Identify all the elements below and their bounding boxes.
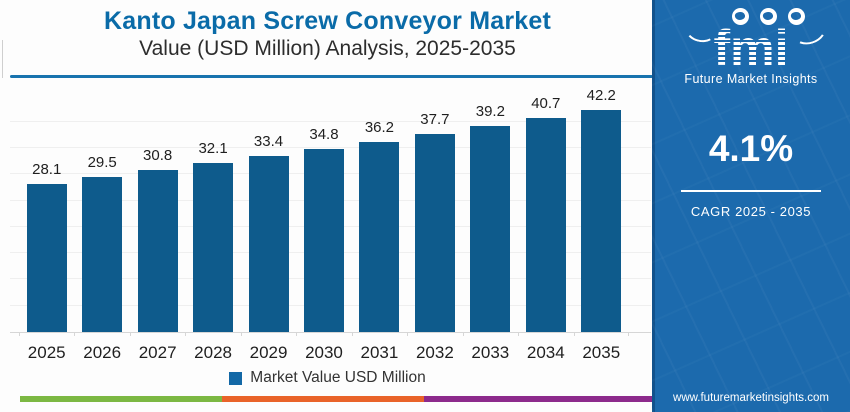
legend-label: Market Value USD Million [250,369,426,386]
bar-2035 [581,110,622,332]
strip-purple [424,396,652,402]
fmi-wordmark: fmi [713,22,789,74]
cagr-value: 4.1% [708,128,794,169]
x-axis-label: 2032 [415,343,454,362]
bar-2033 [470,126,511,332]
bar-2032 [414,134,455,332]
bar-slot: 28.1 2025 [19,85,74,362]
axis-tick [627,332,629,336]
bar-value-label: 34.8 [309,126,339,143]
fmi-logo: fmi Future Market Insights [652,8,850,86]
axis-tick [351,332,353,336]
bar-2026 [82,177,123,332]
bar-value-label: 39.2 [475,103,505,120]
bars-container: 28.1 2025 29.5 2026 30.8 2027 32.1 2028 33.4 2029… [19,85,629,362]
bar-slot: 32.1 2028 [185,85,240,362]
bar-value-label: 29.5 [87,154,117,171]
x-axis-label: 2026 [83,343,122,362]
globe-icon [731,8,749,25]
bar-value-label: 30.8 [143,147,173,164]
globe-icon [787,8,805,25]
bar-slot: 33.4 2029 [240,85,296,362]
bar-value-label: 42.2 [586,87,616,104]
axis-tick [462,332,464,336]
bar-2025 [26,184,67,332]
bar-2028 [193,163,234,332]
bar-slot: 37.7 2032 [407,85,462,362]
bar-slot: 36.2 2031 [351,85,407,362]
axis-tick [518,332,520,336]
sidebar: fmi Future Market Insights 4.1% CAGR 202… [652,0,850,412]
logo-globes [652,8,850,26]
axis-tick [296,332,298,336]
chart-subtitle: Value (USD Million) Analysis, 2025-2035 [139,37,516,60]
x-axis-label: 2030 [305,343,343,362]
axis-tick [573,332,575,336]
bar-value-label: 36.2 [364,119,395,136]
legend-swatch-icon [229,371,243,385]
x-axis-label: 2027 [138,343,177,362]
x-axis-label: 2031 [360,343,399,362]
bar-slot: 30.8 2027 [129,85,185,362]
bar-slot: 42.2 2035 [573,85,629,362]
plot-area: 28.1 2025 29.5 2026 30.8 2027 32.1 2028 33.4 2029… [10,85,651,362]
strip-green [20,396,222,402]
website-url: www.futuremarketinsights.com [673,392,829,404]
bar-2029 [248,156,289,332]
axis-tick [407,332,409,336]
bar-slot: 29.5 2026 [74,85,129,362]
globe-icon [759,8,777,25]
cagr-divider [681,190,821,192]
bar-slot: 34.8 2030 [296,85,351,362]
bar-slot: 40.7 2034 [518,85,573,362]
x-axis-label: 2025 [27,343,66,362]
bar-slot: 39.2 2033 [462,85,518,362]
legend: Market Value USD Million [0,369,655,387]
bar-2030 [303,149,344,332]
axis-tick [74,332,76,336]
axis-tick [185,332,187,336]
bar-value-label: 32.1 [198,140,228,157]
logo-tagline: Future Market Insights [684,72,818,86]
x-axis-label: 2033 [471,343,510,362]
chart-title: Kanto Japan Screw Conveyor Market [103,7,552,35]
footer-color-strip [20,396,652,402]
bar-2031 [359,142,400,332]
cagr-label: CAGR 2025 - 2035 [690,204,812,219]
x-axis-label: 2028 [194,343,232,362]
x-axis-label: 2029 [249,343,288,362]
chart-panel: Kanto Japan Screw Conveyor Market Value … [0,7,655,402]
x-axis-label: 2034 [526,343,565,362]
fmi-stripes-overlay [713,22,789,74]
bar-2027 [137,170,178,332]
left-edge-line [2,40,3,78]
axis-tick [129,332,131,336]
x-axis-line [10,332,651,333]
axis-tick [240,332,242,336]
bar-value-label: 33.4 [253,133,284,150]
axis-tick [19,332,20,336]
bar-2034 [525,118,566,332]
bar-value-label: 37.7 [420,111,450,128]
gridline [10,147,651,149]
x-axis-label: 2035 [582,343,621,362]
bar-value-label: 40.7 [531,95,561,112]
title-divider [10,75,653,78]
strip-orange [222,396,424,402]
bar-value-label: 28.1 [32,161,62,178]
gridline [10,120,651,122]
